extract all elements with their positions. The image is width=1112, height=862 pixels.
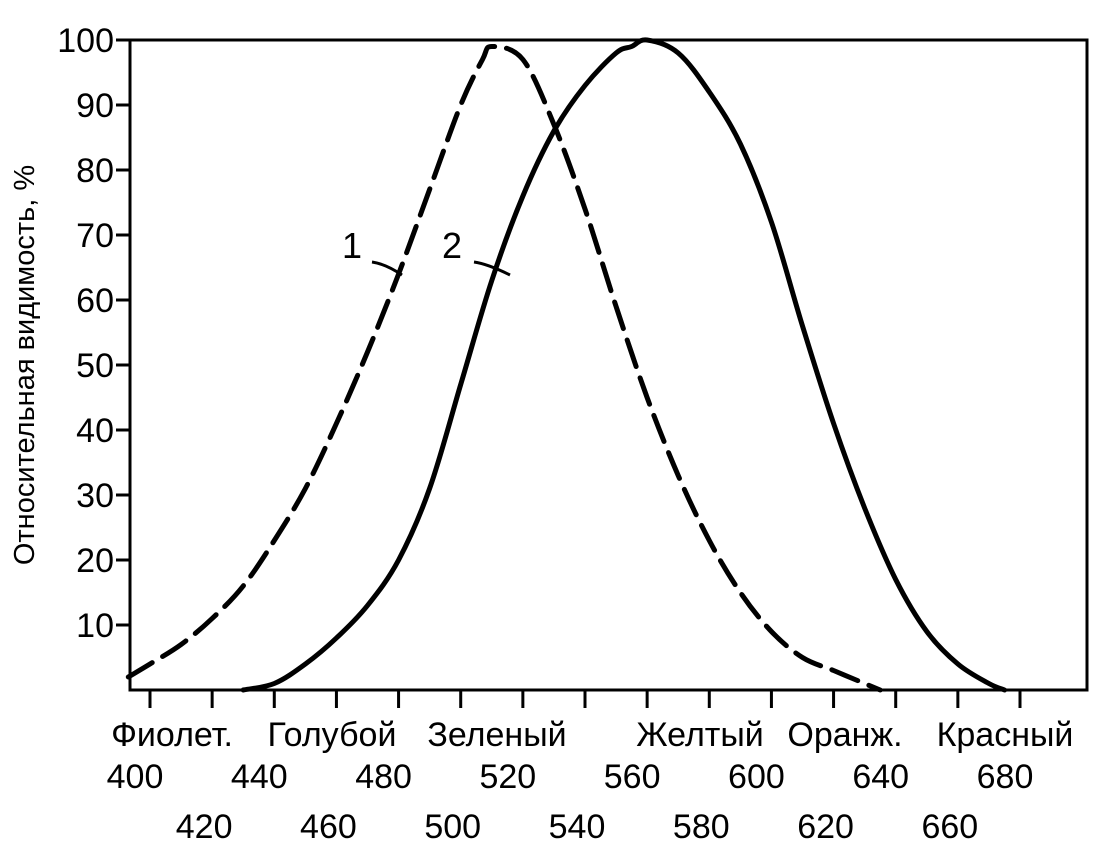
x-tick-label-upper: 560 xyxy=(604,758,661,796)
x-tick-label-lower: 460 xyxy=(300,808,357,846)
x-tick-label-upper: 680 xyxy=(977,758,1034,796)
x-axis: 400 440 480 520 560 600 640 680 420 460 500 540 580 6… xyxy=(107,690,1034,846)
curve-label: 1 xyxy=(342,225,362,266)
color-band-labels: Фиолет. Голубой Зеленый Желтый Оранж. Красный xyxy=(111,716,1073,754)
color-band-label: Фиолет. xyxy=(111,716,233,754)
x-tick-label-lower: 660 xyxy=(921,808,978,846)
x-tick-label-upper: 640 xyxy=(852,758,909,796)
y-axis-label: Относительная видимость, % xyxy=(9,165,41,565)
y-tick-label: 30 xyxy=(76,477,114,515)
x-tick-label-lower: 420 xyxy=(176,808,233,846)
color-band-label: Голубой xyxy=(268,716,397,754)
y-tick-label: 100 xyxy=(57,22,114,60)
color-band-label: Оранж. xyxy=(787,716,902,754)
color-band-label: Красный xyxy=(937,716,1074,754)
y-tick-label: 50 xyxy=(76,347,114,385)
x-tick-label-upper: 440 xyxy=(231,758,288,796)
curve-label-leader xyxy=(473,260,511,277)
color-band-label: Желтый xyxy=(636,716,764,754)
y-tick-label: 40 xyxy=(76,412,114,450)
y-tick-label: 10 xyxy=(76,607,114,645)
curve-label-leader xyxy=(371,260,403,277)
curve-1-dashed xyxy=(125,44,883,693)
x-tick-label-lower: 620 xyxy=(797,808,854,846)
y-axis: 10 20 30 40 50 60 70 80 90 100 xyxy=(57,22,130,645)
x-tick-label-lower: 580 xyxy=(673,808,730,846)
x-tick-label-lower: 500 xyxy=(424,808,481,846)
y-tick-label: 20 xyxy=(76,542,114,580)
y-tick-label: 60 xyxy=(76,282,114,320)
y-tick-label: 70 xyxy=(76,217,114,255)
y-tick-label: 80 xyxy=(76,152,114,190)
curve-2-solid xyxy=(240,37,1007,693)
curve-label: 2 xyxy=(442,225,462,266)
x-tick-label-upper: 480 xyxy=(355,758,412,796)
plot-frame xyxy=(128,38,1089,692)
x-tick-label-upper: 600 xyxy=(728,758,785,796)
y-tick-label: 90 xyxy=(76,87,114,125)
color-band-label: Зеленый xyxy=(427,716,566,754)
x-tick-label-upper: 400 xyxy=(107,758,164,796)
x-tick-label-upper: 520 xyxy=(479,758,536,796)
x-tick-label-lower: 540 xyxy=(549,808,606,846)
